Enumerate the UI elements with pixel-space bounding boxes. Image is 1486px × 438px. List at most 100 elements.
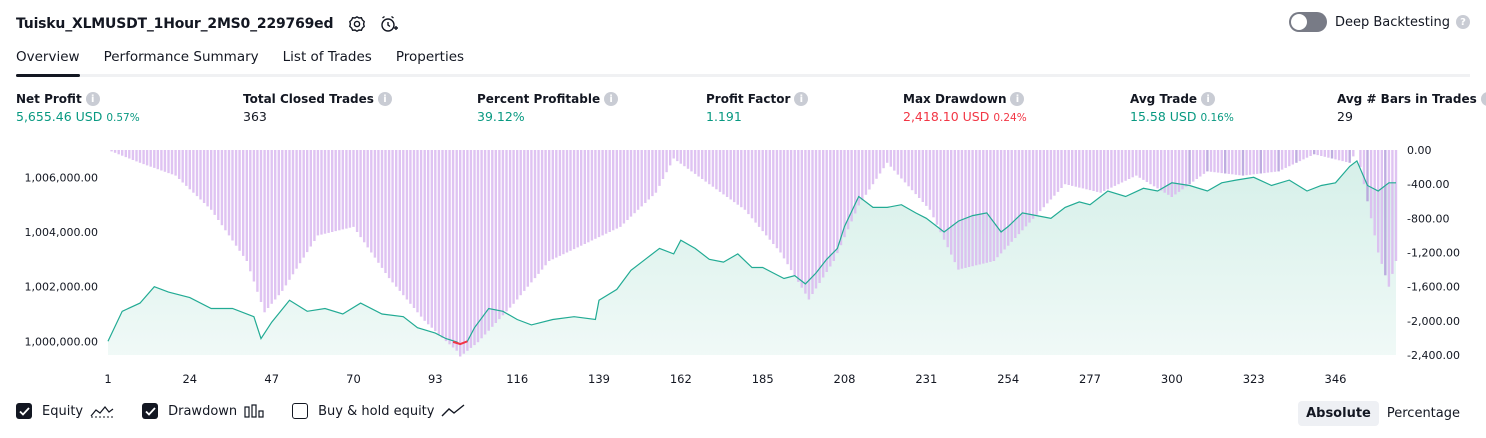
- legend-equity[interactable]: Equity: [16, 403, 114, 419]
- legend-buy-hold[interactable]: Buy & hold equity: [292, 403, 465, 419]
- legend-drawdown[interactable]: Drawdown: [142, 403, 264, 419]
- drawdown-bar: [601, 150, 604, 236]
- x-axis-tick-label: 323: [1243, 372, 1265, 386]
- drawdown-bar: [1160, 150, 1163, 191]
- drawdown-bar: [437, 150, 441, 335]
- buy-hold-checkbox[interactable]: [292, 403, 309, 419]
- y-axis-right-tick-label: -800.00: [1407, 212, 1449, 225]
- drawdown-bar: [964, 150, 967, 268]
- equity-drawdown-chart[interactable]: 1,006,000.00 1,004,000.00 1,002,000.00 1,00…: [0, 140, 1486, 395]
- drawdown-bar: [701, 150, 704, 179]
- drawdown-bar: [779, 150, 782, 253]
- info-icon[interactable]: i: [1480, 92, 1486, 106]
- metrics-row: Net Profit i 5,655.46 USD 0.57% Total Clos…: [0, 92, 1486, 132]
- metric-total-closed-trades: Total Closed Trades i 363: [243, 92, 392, 124]
- info-icon[interactable]: i: [85, 92, 100, 106]
- drawdown-bar: [1028, 150, 1031, 223]
- drawdown-bar: [1295, 150, 1298, 163]
- drawdown-bar: [462, 150, 465, 354]
- x-axis-tick-label: 162: [670, 372, 692, 386]
- drawdown-bar: [697, 150, 700, 177]
- drawdown-bar: [1256, 150, 1259, 174]
- drawdown-bar: [800, 150, 803, 288]
- drawdown-bar: [1209, 150, 1213, 172]
- drawdown-bar: [135, 150, 138, 162]
- drawdown-bar: [978, 150, 981, 265]
- metric-value: 363: [243, 109, 267, 124]
- drawdown-bar: [1302, 150, 1305, 160]
- drawdown-bar: [1352, 150, 1355, 157]
- x-axis-tick-label: 185: [752, 372, 774, 386]
- drawdown-bar: [195, 150, 199, 197]
- drawdown-bar: [907, 150, 910, 187]
- tab-overview[interactable]: Overview: [16, 44, 80, 77]
- drawdown-bar: [405, 150, 409, 300]
- info-icon[interactable]: i: [1201, 92, 1216, 106]
- drawdown-bar: [512, 150, 515, 304]
- drawdown-bar: [192, 150, 195, 193]
- drawdown-bar: [217, 150, 220, 220]
- drawdown-bar: [822, 150, 825, 278]
- drawdown-bar: [789, 150, 793, 271]
- drawdown-bar: [1131, 150, 1134, 178]
- drawdown-bar: [242, 150, 245, 256]
- drawdown-bar: [587, 150, 590, 243]
- drawdown-bar: [896, 150, 900, 175]
- info-icon[interactable]: i: [794, 92, 809, 106]
- drawdown-bar: [925, 150, 928, 206]
- drawdown-bar: [494, 150, 497, 323]
- drawdown-bar: [501, 150, 505, 316]
- tab-properties[interactable]: Properties: [395, 49, 465, 65]
- percentage-button[interactable]: Percentage: [1386, 406, 1460, 421]
- metric-value: 2,418.10 USD: [903, 109, 990, 124]
- drawdown-bar: [604, 150, 608, 234]
- help-icon[interactable]: ?: [1456, 15, 1470, 29]
- gear-icon[interactable]: [347, 14, 367, 34]
- metric-label: Max Drawdown: [903, 92, 1007, 106]
- add-alert-clock-icon[interactable]: [379, 14, 399, 34]
- drawdown-bar: [708, 150, 711, 185]
- drawdown-bar: [1234, 150, 1238, 175]
- drawdown-bar: [334, 150, 337, 232]
- drawdown-bar: [313, 150, 316, 241]
- tab-list-of-trades[interactable]: List of Trades: [282, 49, 372, 65]
- equity-checkbox[interactable]: [16, 403, 32, 419]
- drawdown-bar: [935, 150, 939, 225]
- deep-backtesting-toggle[interactable]: [1288, 12, 1327, 32]
- drawdown-bar: [206, 150, 209, 207]
- drawdown-bar: [363, 150, 366, 243]
- drawdown-bar: [729, 150, 732, 200]
- drawdown-bar: [914, 150, 917, 195]
- drawdown-bar: [480, 150, 483, 339]
- drawdown-bar: [903, 150, 907, 183]
- drawdown-bar: [992, 150, 996, 261]
- info-icon[interactable]: i: [604, 92, 619, 106]
- drawdown-checkbox[interactable]: [142, 403, 159, 419]
- drawdown-bar: [950, 150, 953, 255]
- absolute-button[interactable]: Absolute: [1298, 401, 1379, 426]
- metric-value: 39.12%: [477, 109, 525, 124]
- drawdown-bar: [1227, 150, 1230, 174]
- drawdown-bar: [711, 150, 715, 187]
- drawdown-bar: [1199, 150, 1202, 177]
- drawdown-bar: [676, 150, 679, 162]
- drawdown-bar: [1384, 150, 1387, 276]
- drawdown-bar: [153, 150, 156, 168]
- info-icon[interactable]: i: [1010, 92, 1025, 106]
- drawdown-bar: [747, 150, 750, 215]
- drawdown-bar: [345, 150, 348, 229]
- drawdown-bar: [569, 150, 572, 251]
- drawdown-bar: [1313, 150, 1316, 155]
- drawdown-bar: [686, 150, 690, 169]
- tab-performance-summary[interactable]: Performance Summary: [103, 49, 259, 65]
- drawdown-bar: [565, 150, 569, 253]
- drawdown-bar: [818, 150, 821, 283]
- drawdown-bar: [412, 150, 416, 308]
- drawdown-bar: [864, 150, 868, 195]
- drawdown-bar: [562, 150, 565, 255]
- drawdown-bar: [391, 150, 394, 283]
- drawdown-bar: [1181, 150, 1184, 190]
- drawdown-bar: [782, 150, 786, 259]
- info-icon[interactable]: i: [377, 92, 392, 106]
